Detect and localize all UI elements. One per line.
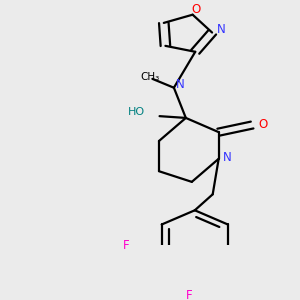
Text: F: F	[122, 239, 129, 252]
Text: N: N	[217, 23, 226, 36]
Text: O: O	[192, 3, 201, 16]
Text: O: O	[258, 118, 268, 130]
Text: HO: HO	[128, 107, 145, 117]
Text: N: N	[176, 78, 184, 91]
Text: F: F	[185, 289, 192, 300]
Text: CH₃: CH₃	[140, 72, 160, 82]
Text: N: N	[223, 151, 231, 164]
